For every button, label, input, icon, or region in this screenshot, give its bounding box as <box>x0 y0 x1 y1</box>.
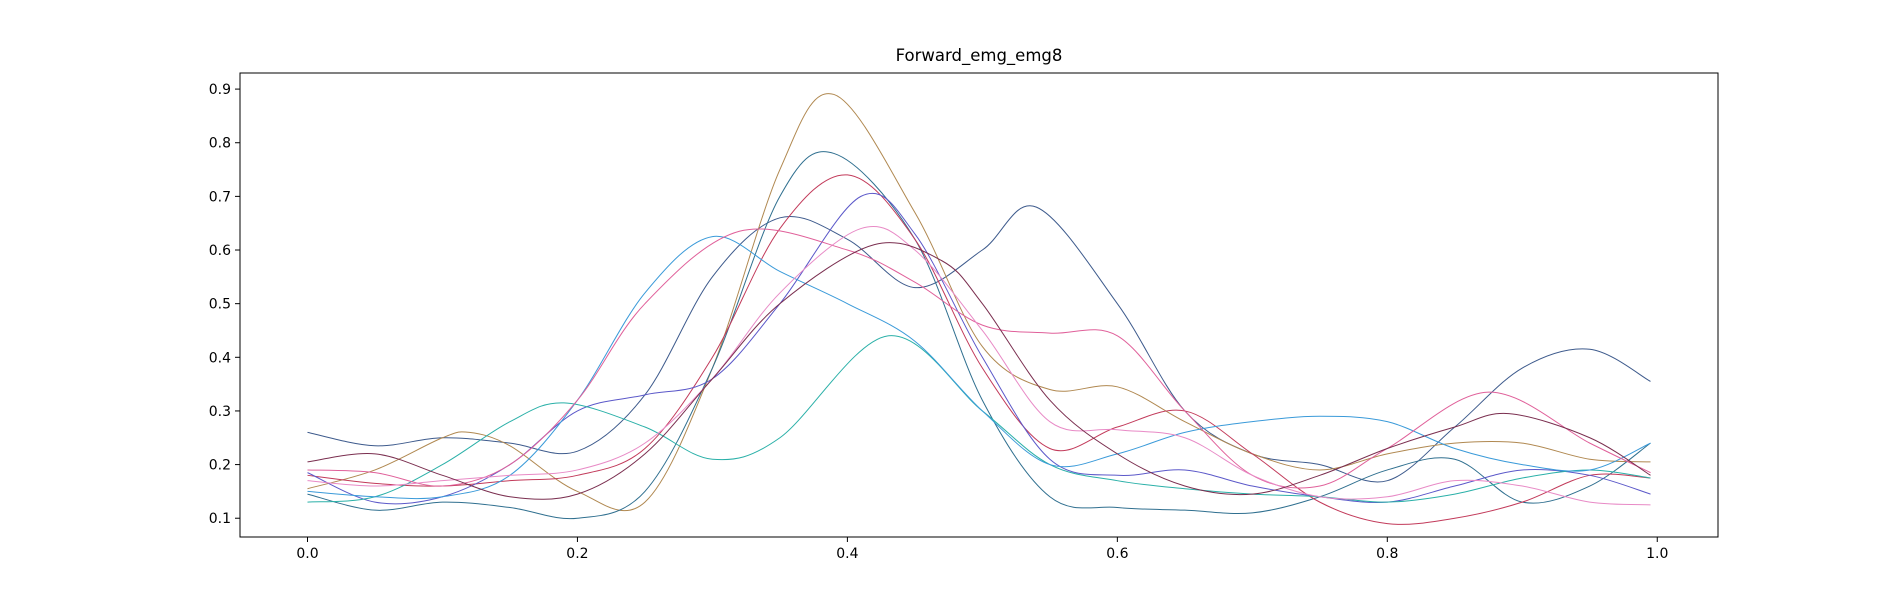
y-tick-label: 0.7 <box>209 189 231 205</box>
x-tick-label: 1.0 <box>1646 546 1668 562</box>
y-tick-label: 0.4 <box>209 350 231 366</box>
y-tick-label: 0.3 <box>209 404 231 420</box>
x-tick-label: 0.6 <box>1106 546 1128 562</box>
y-tick-label: 0.6 <box>209 243 231 259</box>
series-line-9 <box>307 225 1651 506</box>
series-line-7 <box>307 235 1651 500</box>
series-layer <box>307 93 1651 525</box>
series-line-3 <box>307 151 1651 520</box>
y-tick-label: 0.1 <box>209 511 231 527</box>
y-tick-label: 0.9 <box>209 82 231 98</box>
series-line-4 <box>307 174 1651 525</box>
series-line-10 <box>307 242 1651 500</box>
x-tick-label: 0.2 <box>566 546 588 562</box>
series-line-8 <box>307 228 1651 489</box>
plot-frame <box>239 72 1719 538</box>
series-line-6 <box>307 335 1651 503</box>
chart-title: Forward_emg_emg8 <box>896 46 1063 66</box>
x-tick-label: 0.4 <box>836 546 858 562</box>
series-line-2 <box>307 93 1651 512</box>
y-tick-label: 0.8 <box>209 136 231 152</box>
axes-layer: 0.0 0.2 0.4 0.6 0.8 1.0 0.1 0.2 0.3 0.4 0.5 0.6 0.7 0… <box>209 72 1719 562</box>
y-tick-label: 0.5 <box>209 297 231 313</box>
x-tick-label: 0.8 <box>1376 546 1398 562</box>
x-tick-label: 0.0 <box>296 546 318 562</box>
series-line-1 <box>307 205 1651 483</box>
y-tick-label: 0.2 <box>209 458 231 474</box>
